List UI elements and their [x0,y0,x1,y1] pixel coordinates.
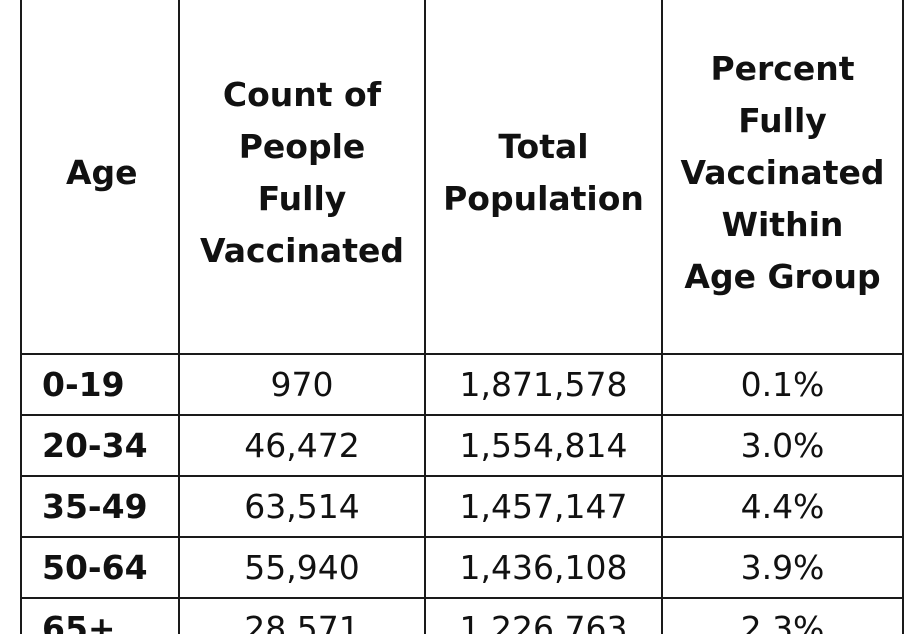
cell-age: 35-49 [20,475,180,538]
header-line: Within [721,204,844,244]
header-count-vaccinated: Count of People Fully Vaccinated [178,0,426,355]
header-line: Vaccinated [200,230,404,270]
header-row: Age Count of People Fully Vaccinated Tot… [20,0,904,355]
cell-count: 55,940 [178,536,426,599]
cell-population: 1,226,763 [424,597,663,634]
cell-age: 50-64 [20,536,180,599]
table-body: 0-19 970 1,871,578 0.1% 20-34 46,472 1,5… [20,353,904,634]
header-age: Age [20,0,180,355]
header-line: Age Group [684,256,881,296]
cell-count: 46,472 [178,414,426,477]
cell-percent: 3.0% [661,414,904,477]
header-line: Vaccinated [680,152,885,192]
header-line: Population [443,178,644,218]
table-row: 35-49 63,514 1,457,147 4.4% [20,475,904,538]
cell-percent: 2.3% [661,597,904,634]
cell-count: 63,514 [178,475,426,538]
header-line: Total [498,126,589,166]
table-row: 50-64 55,940 1,436,108 3.9% [20,536,904,599]
cell-population: 1,457,147 [424,475,663,538]
cell-percent: 0.1% [661,353,904,416]
header-total-population: Total Population [424,0,663,355]
cell-age: 20-34 [20,414,180,477]
cell-population: 1,436,108 [424,536,663,599]
header-percent-vaccinated: Percent Fully Vaccinated Within Age Grou… [661,0,904,355]
header-line: Count of [222,74,382,114]
vaccination-table: Age Count of People Fully Vaccinated Tot… [20,0,904,634]
table-row: 65+ 28,571 1,226,763 2.3% [20,597,904,634]
cell-count: 970 [178,353,426,416]
header-line: Age [66,152,138,192]
cell-age: 0-19 [20,353,180,416]
cell-percent: 3.9% [661,536,904,599]
table-header: Age Count of People Fully Vaccinated Tot… [20,0,904,355]
cell-percent: 4.4% [661,475,904,538]
header-line: Percent [710,48,855,88]
header-line: Fully [257,178,347,218]
header-line: People [238,126,366,166]
cell-count: 28,571 [178,597,426,634]
table-row: 20-34 46,472 1,554,814 3.0% [20,414,904,477]
cell-population: 1,554,814 [424,414,663,477]
cell-age: 65+ [20,597,180,634]
cell-population: 1,871,578 [424,353,663,416]
header-line: Fully [738,100,827,140]
table-row: 0-19 970 1,871,578 0.1% [20,353,904,416]
